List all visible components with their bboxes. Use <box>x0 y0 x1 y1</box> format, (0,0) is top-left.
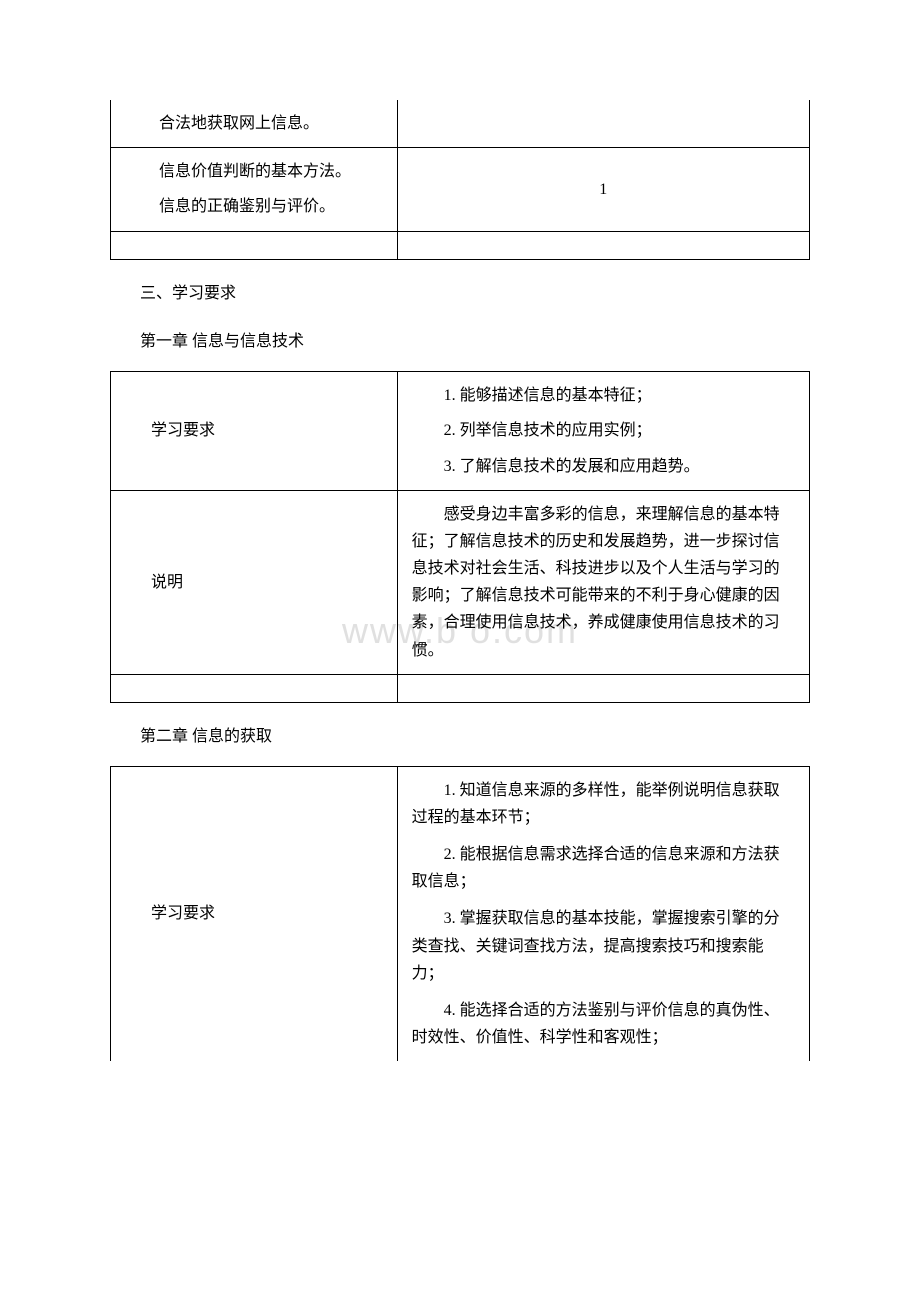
list-item: 3. 了解信息技术的发展和应用趋势。 <box>412 453 795 480</box>
cell-line: 信息的正确鉴别与评价。 <box>159 193 383 220</box>
list-item: 4. 能选择合适的方法鉴别与评价信息的真伪性、时效性、价值性、科学性和客观性； <box>412 997 795 1051</box>
list-item: 1. 能够描述信息的基本特征； <box>412 382 795 409</box>
list-item: 3. 掌握获取信息的基本技能，掌握搜索引擎的分类查找、关键词查找方法，提高搜索技… <box>412 905 795 987</box>
cell-content: 1. 知道信息来源的多样性，能举例说明信息获取过程的基本环节； 2. 能根据信息… <box>397 766 809 1061</box>
table-empty-row <box>111 231 810 259</box>
cell-empty <box>397 231 809 259</box>
cell-empty <box>397 674 809 702</box>
table-row: 说明 感受身边丰富多彩的信息，来理解信息的基本特征；了解信息技术的历史和发展趋势… <box>111 490 810 674</box>
section-heading: 三、学习要求 <box>140 280 810 309</box>
table-empty-row <box>111 674 810 702</box>
cell-label: 学习要求 <box>111 766 398 1061</box>
cell-content: 感受身边丰富多彩的信息，来理解信息的基本特征；了解信息技术的历史和发展趋势，进一… <box>397 490 809 674</box>
cell-label: 说明 <box>111 490 398 674</box>
table-topics: 合法地获取网上信息。 信息价值判断的基本方法。 信息的正确鉴别与评价。 1 <box>110 100 810 260</box>
list-item: 2. 列举信息技术的应用实例； <box>412 417 795 444</box>
cell-empty <box>111 674 398 702</box>
section-heading: 第二章 信息的获取 <box>140 723 810 752</box>
list-item: 1. 知道信息来源的多样性，能举例说明信息获取过程的基本环节； <box>412 777 795 831</box>
cell-left: 合法地获取网上信息。 <box>111 100 398 148</box>
section-heading: 第一章 信息与信息技术 <box>140 328 810 357</box>
cell-label: 学习要求 <box>111 372 398 491</box>
table-chapter1: 学习要求 1. 能够描述信息的基本特征； 2. 列举信息技术的应用实例； 3. … <box>110 371 810 703</box>
cell-right <box>397 100 809 148</box>
cell-right: 1 <box>397 148 809 231</box>
paragraph: 感受身边丰富多彩的信息，来理解信息的基本特征；了解信息技术的历史和发展趋势，进一… <box>412 501 795 664</box>
cell-line: 信息价值判断的基本方法。 <box>159 158 383 185</box>
table-row: 合法地获取网上信息。 <box>111 100 810 148</box>
table-row: 信息价值判断的基本方法。 信息的正确鉴别与评价。 1 <box>111 148 810 231</box>
list-item: 2. 能根据信息需求选择合适的信息来源和方法获取信息； <box>412 841 795 895</box>
cell-left: 信息价值判断的基本方法。 信息的正确鉴别与评价。 <box>111 148 398 231</box>
table-row: 学习要求 1. 知道信息来源的多样性，能举例说明信息获取过程的基本环节； 2. … <box>111 766 810 1061</box>
cell-content: 1. 能够描述信息的基本特征； 2. 列举信息技术的应用实例； 3. 了解信息技… <box>397 372 809 491</box>
table-chapter2: 学习要求 1. 知道信息来源的多样性，能举例说明信息获取过程的基本环节； 2. … <box>110 766 810 1062</box>
table-row: 学习要求 1. 能够描述信息的基本特征； 2. 列举信息技术的应用实例； 3. … <box>111 372 810 491</box>
cell-empty <box>111 231 398 259</box>
